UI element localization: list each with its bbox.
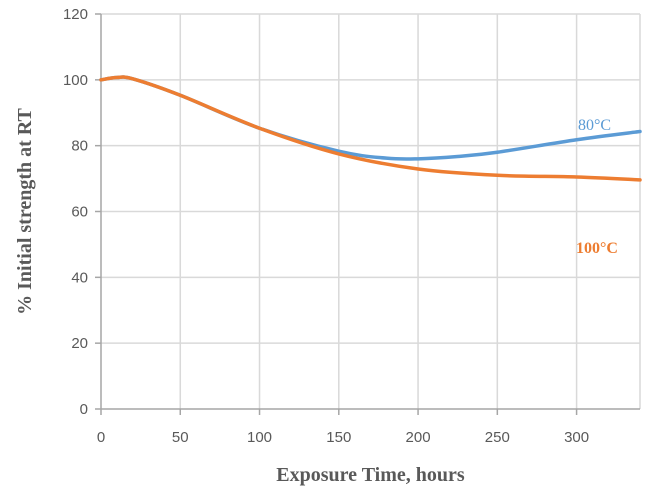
x-tick-label: 100: [247, 429, 272, 446]
tick-labels: 0 20 40 60 80 100 120 0 50 100 150 200 250 300: [63, 6, 589, 446]
x-tick-label: 150: [326, 429, 351, 446]
series-label-100c: 100°C: [576, 240, 618, 257]
y-tick-label: 80: [71, 138, 88, 155]
series-lines: [99, 75, 642, 182]
series-label-80c: 80°C: [578, 117, 611, 134]
x-tick-label: 200: [406, 429, 431, 446]
y-axis-title: % Initial strength at RT: [14, 107, 36, 314]
gridlines: [101, 13, 641, 409]
y-tick-label: 60: [71, 204, 88, 221]
series-labels: 80°C 100°C: [576, 117, 618, 257]
y-tick-label: 0: [80, 401, 88, 418]
x-tick-label: 300: [564, 429, 589, 446]
y-tick-label: 100: [63, 72, 88, 89]
y-tick-label: 40: [71, 269, 88, 286]
x-tick-label: 0: [97, 429, 105, 446]
y-tick-label: 120: [63, 6, 88, 23]
series-line-100c: [99, 75, 642, 182]
y-tick-label: 20: [71, 335, 88, 352]
x-tick-label: 250: [485, 429, 510, 446]
x-axis-title: Exposure Time, hours: [276, 464, 465, 486]
x-tick-label: 50: [172, 429, 189, 446]
